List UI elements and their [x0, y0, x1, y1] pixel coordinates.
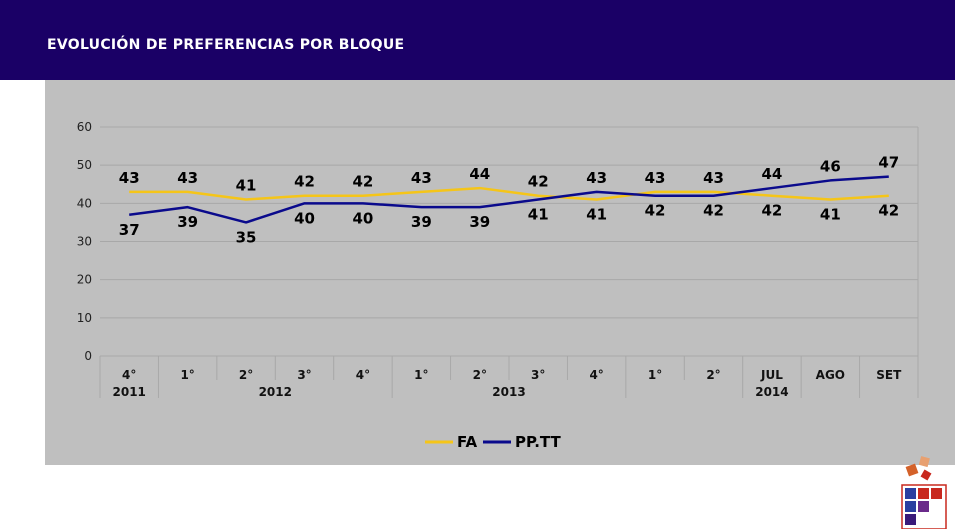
y-tick-label: 60	[77, 120, 92, 134]
page-title: EVOLUCIÓN DE PREFERENCIAS POR BLOQUE	[47, 37, 405, 53]
data-label: 39	[469, 213, 490, 231]
data-label: 42	[645, 202, 666, 220]
line-chart: 0 10 20 30 40 50 60 4° 1° 2° 3° 4° 1° 2° 3° 4° 1° 2° JUL AG…	[77, 120, 919, 451]
data-label: 42	[294, 173, 315, 191]
x-tick-label: 2°	[473, 368, 487, 382]
x-tick-label: 4°	[589, 368, 603, 382]
year-label: 2014	[755, 385, 788, 399]
x-tick-label: AGO	[816, 368, 845, 382]
legend-label: PP.TT	[515, 433, 562, 451]
x-tick-label: JUL	[760, 368, 783, 382]
data-label: 43	[586, 169, 607, 187]
y-tick-label: 50	[77, 158, 92, 172]
data-label: 42	[878, 202, 899, 220]
data-label: 43	[119, 169, 140, 187]
y-tick-label: 30	[77, 235, 92, 249]
data-label: 44	[469, 165, 490, 183]
x-tick-label: 3°	[297, 368, 311, 382]
y-tick-label: 20	[77, 273, 92, 287]
data-label: 42	[528, 173, 549, 191]
data-label: 37	[119, 221, 140, 239]
data-label: 35	[236, 228, 257, 246]
data-label: 42	[761, 202, 782, 220]
x-tick-label: 2°	[706, 368, 720, 382]
data-label: 42	[352, 173, 373, 191]
year-label: 2013	[492, 385, 525, 399]
header-bar: EVOLUCIÓN DE PREFERENCIAS POR BLOQUE	[0, 0, 955, 80]
data-label: 43	[645, 169, 666, 187]
x-tick-label: SET	[876, 368, 902, 382]
x-tick-label: 3°	[531, 368, 545, 382]
y-tick-label: 10	[77, 311, 92, 325]
x-tick-label: 4°	[122, 368, 136, 382]
logo-icon	[901, 456, 947, 529]
x-tick-label: 4°	[356, 368, 370, 382]
data-label: 43	[703, 169, 724, 187]
y-tick-label: 40	[77, 196, 92, 210]
data-label: 40	[352, 209, 373, 227]
y-tick-label: 0	[84, 349, 92, 363]
x-tick-label: 1°	[414, 368, 428, 382]
data-label: 41	[236, 177, 257, 195]
series-line-fa	[129, 186, 889, 201]
legend-label: FA	[457, 433, 478, 451]
year-label: 2011	[113, 385, 146, 399]
x-tick-label: 1°	[180, 368, 194, 382]
year-label: 2012	[259, 385, 292, 399]
data-label: 44	[761, 165, 782, 183]
data-label: 41	[586, 206, 607, 224]
data-label: 43	[177, 169, 198, 187]
data-label: 40	[294, 209, 315, 227]
data-label: 41	[820, 206, 841, 224]
data-label: 47	[878, 154, 899, 172]
chart-panel: 0 10 20 30 40 50 60 4° 1° 2° 3° 4° 1° 2° 3° 4° 1° 2° JUL AG…	[45, 80, 955, 465]
x-tick-label: 2°	[239, 368, 253, 382]
data-label: 43	[411, 169, 432, 187]
data-label: 42	[703, 202, 724, 220]
data-label: 41	[528, 206, 549, 224]
x-tick-label: 1°	[648, 368, 662, 382]
data-label: 46	[820, 157, 841, 175]
series-line-pptt	[129, 175, 889, 224]
data-label: 39	[411, 213, 432, 231]
data-label: 39	[177, 213, 198, 231]
